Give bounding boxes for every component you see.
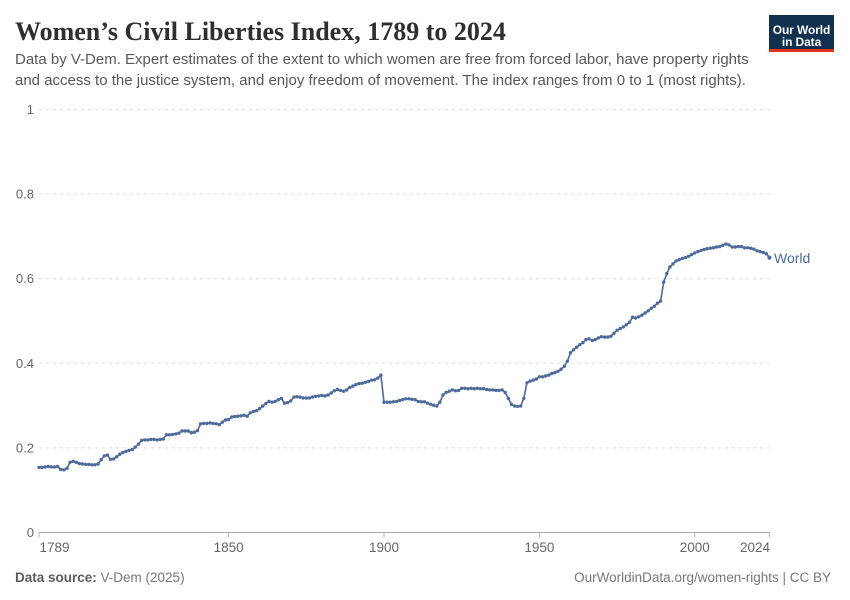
svg-text:2000: 2000 <box>680 540 710 555</box>
svg-text:0: 0 <box>27 525 34 540</box>
svg-text:0.6: 0.6 <box>16 271 34 286</box>
svg-text:0.2: 0.2 <box>16 440 34 455</box>
svg-text:1950: 1950 <box>524 540 554 555</box>
svg-text:0.8: 0.8 <box>16 187 34 202</box>
svg-text:1900: 1900 <box>369 540 399 555</box>
svg-text:1789: 1789 <box>40 540 70 555</box>
svg-text:1: 1 <box>27 102 34 117</box>
svg-text:0.4: 0.4 <box>16 356 34 371</box>
svg-text:2024: 2024 <box>740 540 771 555</box>
svg-text:1850: 1850 <box>214 540 244 555</box>
svg-text:World: World <box>774 250 810 266</box>
